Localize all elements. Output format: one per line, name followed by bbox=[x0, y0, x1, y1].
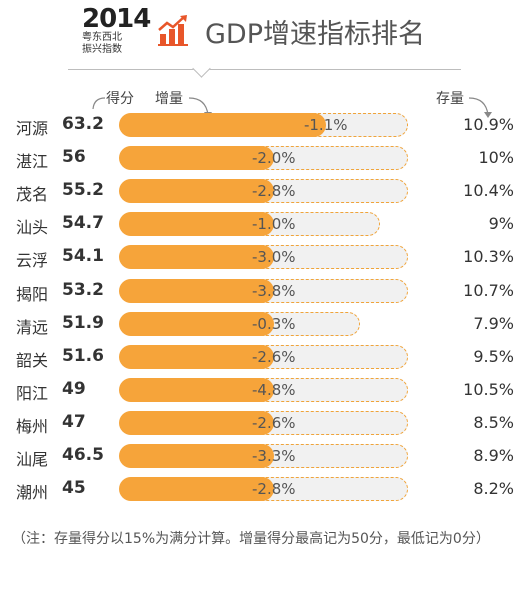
score-bar bbox=[119, 146, 274, 171]
score-bar bbox=[119, 179, 274, 204]
city-label: 云浮 bbox=[16, 251, 49, 271]
stock-label: 10.3% bbox=[463, 247, 514, 267]
city-label: 阳江 bbox=[16, 383, 49, 403]
increment-label: -2.8% bbox=[252, 480, 296, 499]
index-logo: 2014 粤东西北 振兴指数 bbox=[82, 4, 151, 56]
header: 2014 粤东西北 振兴指数 GDP增速指标排名 bbox=[0, 0, 528, 80]
score-label: 63.2 bbox=[62, 114, 104, 134]
stock-label: 9.5% bbox=[473, 346, 514, 366]
city-label: 揭阳 bbox=[16, 284, 49, 304]
score-bar bbox=[119, 410, 274, 435]
score-column-label: 得分 bbox=[106, 91, 134, 107]
logo-line-1: 粤东西北 bbox=[82, 32, 122, 43]
increment-column-label: 增量 bbox=[155, 91, 183, 107]
logo-line-2: 振兴指数 bbox=[82, 44, 122, 55]
city-label: 茂名 bbox=[16, 185, 49, 205]
score-label: 49 bbox=[62, 378, 86, 399]
score-label: 51.9 bbox=[62, 312, 104, 333]
city-label: 清远 bbox=[16, 317, 49, 337]
stock-label: 10.9% bbox=[463, 115, 514, 134]
score-bar bbox=[119, 245, 274, 270]
score-label: 56 bbox=[62, 147, 86, 168]
score-bar bbox=[119, 212, 274, 237]
increment-label: -4.8% bbox=[252, 380, 296, 399]
increment-label: -2.6% bbox=[252, 347, 296, 366]
score-bar bbox=[119, 344, 274, 369]
score-bar bbox=[119, 113, 326, 137]
stock-label: 10.4% bbox=[463, 181, 514, 201]
score-bar bbox=[119, 477, 274, 502]
increment-label: -3.8% bbox=[252, 281, 296, 300]
stock-label: 10.5% bbox=[463, 379, 514, 399]
city-label: 梅州 bbox=[16, 416, 49, 436]
score-bar bbox=[119, 278, 274, 303]
increment-label: -3.0% bbox=[252, 248, 296, 267]
score-bar bbox=[119, 311, 274, 336]
score-label: 53.2 bbox=[62, 279, 104, 300]
increment-label: -1.1% bbox=[303, 116, 348, 134]
stock-label: 10.7% bbox=[463, 280, 514, 300]
bar-chart-trend-icon bbox=[158, 15, 188, 46]
stock-label: 8.9% bbox=[473, 446, 514, 465]
header-rule-right bbox=[207, 69, 461, 70]
city-label: 汕头 bbox=[16, 218, 49, 238]
city-label: 韶关 bbox=[16, 350, 49, 370]
footnote: （注：存量得分以15%为满分计算。增量得分最高记为50分，最低记为0分） bbox=[12, 531, 490, 547]
score-label: 51.6 bbox=[62, 345, 104, 366]
increment-label: -0.3% bbox=[252, 314, 296, 333]
increment-label: -2.6% bbox=[252, 413, 296, 432]
stock-label: 8.2% bbox=[473, 479, 514, 499]
score-label: 47 bbox=[62, 411, 86, 432]
stock-label: 9% bbox=[488, 214, 514, 234]
city-label: 河源 bbox=[16, 119, 49, 138]
city-label: 汕尾 bbox=[16, 450, 49, 469]
city-label: 潮州 bbox=[16, 483, 49, 503]
stock-hook-icon bbox=[468, 97, 492, 118]
increment-label: -1.0% bbox=[252, 215, 296, 234]
score-label: 55.2 bbox=[62, 180, 104, 201]
header-rule-left bbox=[68, 69, 196, 70]
increment-label: -2.0% bbox=[252, 149, 296, 168]
score-label: 46.5 bbox=[62, 445, 104, 465]
increment-label: -2.8% bbox=[252, 182, 296, 201]
score-bar bbox=[119, 444, 274, 468]
stock-label: 10% bbox=[478, 148, 514, 168]
logo-year: 2014 bbox=[82, 4, 151, 34]
score-label: 45 bbox=[62, 478, 86, 499]
page-title: GDP增速指标排名 bbox=[205, 19, 425, 50]
score-label: 54.1 bbox=[62, 246, 104, 267]
score-label: 54.7 bbox=[62, 213, 104, 234]
score-hook-icon bbox=[92, 97, 106, 110]
stock-column-label: 存量 bbox=[436, 91, 464, 107]
stock-label: 8.5% bbox=[473, 412, 514, 432]
increment-label: -3.3% bbox=[252, 447, 296, 465]
score-bar bbox=[119, 377, 274, 402]
city-label: 湛江 bbox=[16, 152, 49, 172]
ranking-chart: 河源 63.2 -1.1% 10.9% 湛江 56 -2.0% 10% 茂名 55.2 -2.8% 1… bbox=[16, 113, 514, 503]
stock-label: 7.9% bbox=[473, 313, 514, 333]
